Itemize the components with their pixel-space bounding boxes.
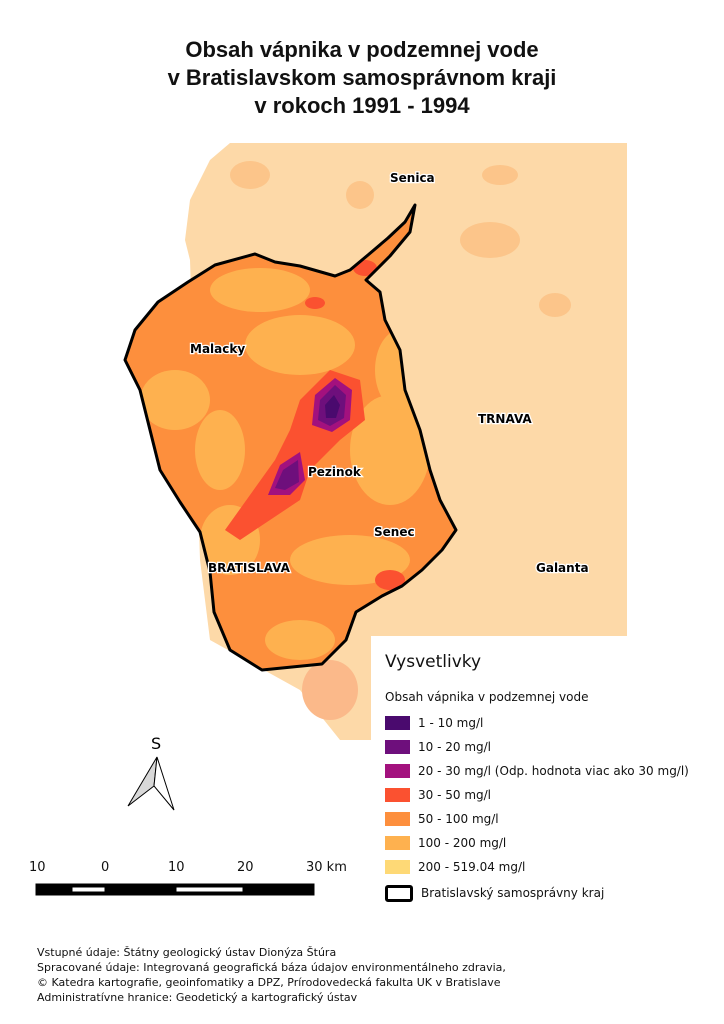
label-trnava: TRNAVA [478,412,532,426]
footer-line-1: Vstupné údaje: Štátny geologický ústav D… [37,946,337,959]
class-1-10 [325,395,340,418]
scale-label-10-left: 10 [29,860,46,875]
surrounding-patches [230,161,571,720]
footer-credits: Vstupné údaje: Štátny geologický ústav D… [37,945,506,1005]
legend: Vysvetlivky Obsah vápnika v podzemnej vo… [371,636,724,916]
title-line-3: v rokoch 1991 - 1994 [254,93,470,118]
legend-item-label: 1 - 10 mg/l [418,716,484,730]
map-title: Obsah vápnika v podzemnej vode v Bratisl… [0,36,724,120]
region-boundary [123,203,458,672]
legend-item: 30 - 50 mg/l [385,786,491,804]
label-galanta: Galanta [536,561,589,575]
legend-item-boundary: Bratislavský samosprávny kraj [385,884,604,902]
scale-label-10: 10 [168,860,185,875]
legend-item-label: 20 - 30 mg/l (Odp. hodnota viac ako 30 m… [418,764,689,778]
legend-item-label: 30 - 50 mg/l [418,788,491,802]
boundary-swatch [385,884,413,902]
legend-item: 50 - 100 mg/l [385,810,499,828]
legend-item: 20 - 30 mg/l (Odp. hodnota viac ako 30 m… [385,762,689,780]
legend-item: 200 - 519.04 mg/l [385,858,525,876]
legend-swatch [385,836,410,850]
footer-line-3: © Katedra kartografie, geoinfomatiky a D… [37,976,501,989]
label-bratislava: BRATISLAVA [208,561,291,575]
scale-label-0: 0 [101,860,110,875]
legend-title: Vysvetlivky [385,652,482,672]
legend-item: 10 - 20 mg/l [385,738,491,756]
legend-item-label: 200 - 519.04 mg/l [418,860,526,874]
label-senec: Senec [374,525,415,539]
scale-label-20: 20 [237,860,254,875]
legend-swatch [385,740,410,754]
scale-bar [35,883,315,896]
legend-item: 100 - 200 mg/l [385,834,506,852]
title-line-2: v Bratislavskom samosprávnom kraji [167,65,557,90]
legend-item-label: Bratislavský samosprávny kraj [421,886,605,900]
scale-label-30km: 30 km [306,860,347,875]
footer-line-2: Spracované údaje: Integrovaná geografick… [37,961,506,974]
legend-item-label: 10 - 20 mg/l [418,740,491,754]
footer-line-4: Administratívne hranice: Geodetický a ka… [37,991,358,1004]
legend-swatch [385,764,410,778]
title-line-1: Obsah vápnika v podzemnej vode [185,37,539,62]
north-arrow-label: S [151,734,161,753]
legend-item-label: 100 - 200 mg/l [418,836,507,850]
label-pezinok: Pezinok [308,465,362,479]
legend-swatch [385,788,410,802]
north-arrow-icon: S [127,734,175,811]
legend-swatch [385,716,410,730]
legend-swatch [385,812,410,826]
label-senica: Senica [390,171,435,185]
label-malacky: Malacky [190,342,245,356]
legend-swatch [385,860,410,874]
legend-item: 1 - 10 mg/l [385,714,483,732]
legend-subtitle: Obsah vápnika v podzemnej vode [385,690,589,704]
legend-item-label: 50 - 100 mg/l [418,812,499,826]
